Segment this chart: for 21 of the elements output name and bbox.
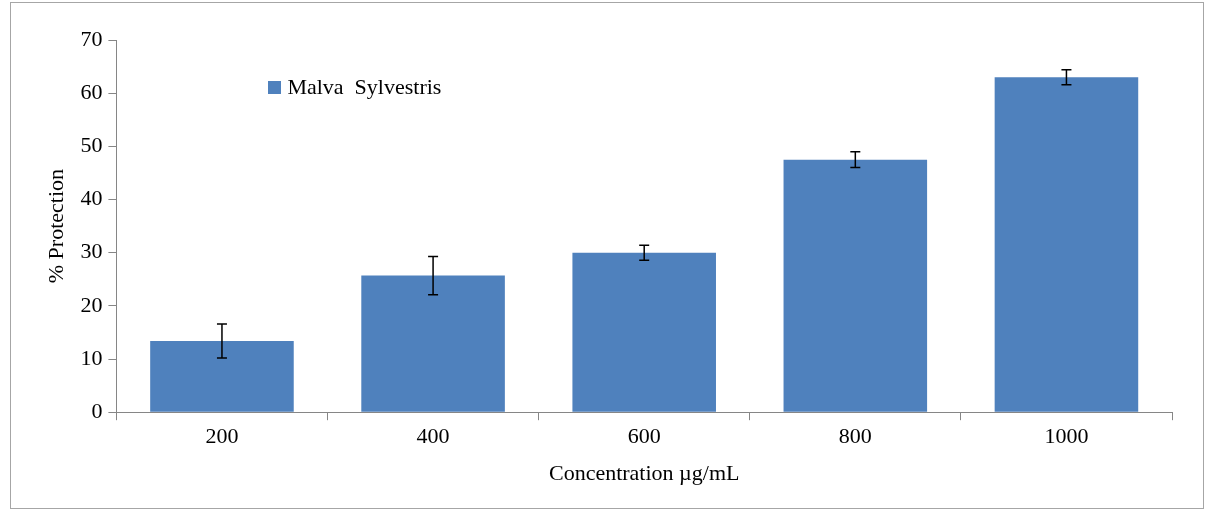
bar [994,77,1139,412]
x-tick-label: 200 [205,423,239,449]
y-tick-label: 0 [91,397,103,423]
x-tick-label: 800 [838,423,872,449]
legend-label: Malva Sylvestris [287,74,442,100]
y-tick-label: 60 [80,78,103,104]
x-tick-label: 400 [416,423,450,449]
x-tick-label: 1000 [1044,423,1089,449]
y-tick-label: 50 [80,132,103,158]
bar [783,159,928,412]
y-tick-label: 40 [80,185,103,211]
y-tick-label: 20 [80,291,103,317]
bar [150,340,294,412]
bar [572,252,716,412]
x-axis-title: Concentration µg/mL [548,459,740,485]
y-tick-label: 10 [80,344,103,370]
bar [361,275,505,412]
y-tick-label: 30 [80,238,103,264]
y-tick-label: 70 [80,25,103,51]
x-tick-label: 600 [627,423,661,449]
y-axis-title: % Protection [42,168,68,284]
